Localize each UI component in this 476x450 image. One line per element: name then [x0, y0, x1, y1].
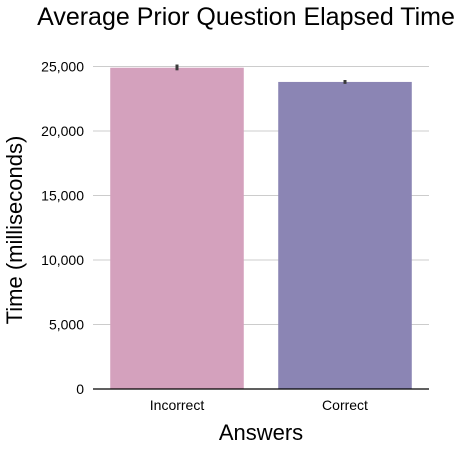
y-tick-labels: 0 5,000 10,000 15,000 20,000 25,000: [41, 58, 84, 397]
bar-correct: [278, 81, 412, 389]
x-axis-label: Answers: [219, 420, 303, 445]
y-tick-label: 25,000: [41, 58, 84, 74]
bars: [110, 67, 412, 389]
y-tick-label: 15,000: [41, 187, 84, 203]
bar-incorrect: [110, 67, 244, 389]
error-bars: [175, 64, 347, 84]
x-tick-label: Correct: [322, 397, 368, 413]
x-tick-labels: Incorrect Correct: [150, 397, 368, 413]
chart-title: Average Prior Question Elapsed Time: [37, 3, 455, 31]
y-axis-label: Time (milliseconds): [2, 136, 27, 325]
y-tick-label: 10,000: [41, 252, 84, 268]
y-tick-label: 0: [76, 381, 84, 397]
y-tick-label: 20,000: [41, 123, 84, 139]
y-tick-label: 5,000: [49, 316, 84, 332]
x-tick-label: Incorrect: [150, 397, 205, 413]
